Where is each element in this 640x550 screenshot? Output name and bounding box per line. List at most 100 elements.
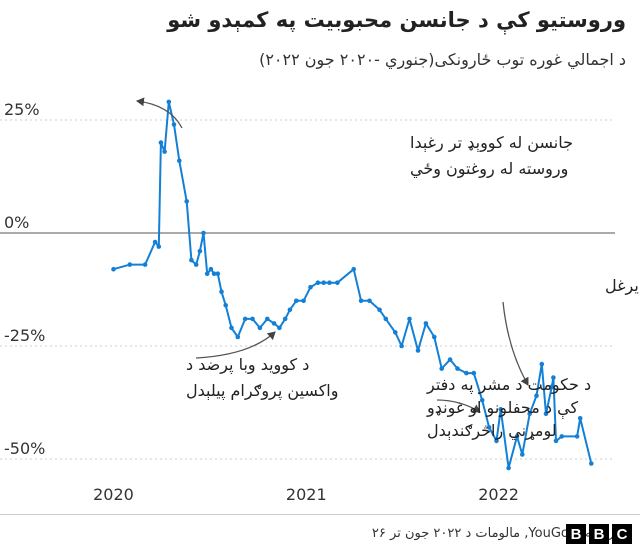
data-point [455,366,460,371]
annotation-label: پر روسیه د اوکراایین یرغل [605,276,640,296]
data-point [551,375,556,380]
annotation-label: د کووید وبا پرضد د [186,355,309,375]
data-point [520,452,525,457]
data-point [287,307,293,313]
logo-letter: B [589,524,609,544]
data-point [223,303,228,308]
data-point [211,271,217,277]
data-point [158,140,164,145]
data-point [514,434,520,439]
annotation-label: د حکومت د مشر په دفتر [426,375,591,395]
data-point [177,158,182,163]
data-point [577,416,583,421]
y-tick-label: -25% [4,326,45,345]
annotation-label: وروسته له روغتون وځي [410,159,568,179]
data-point [321,280,327,286]
data-point [534,393,539,399]
data-point [315,280,321,286]
data-point [574,434,580,439]
data-point [277,325,282,331]
y-tick-label: 25% [4,100,40,119]
data-point [219,289,224,295]
data-point [193,262,199,267]
data-point [184,199,189,204]
source-note: سرچینه: YouGov, مالومات د ۲۰۲۲ جون تر ۲۶ [371,526,626,541]
data-point [543,411,549,417]
data-point [479,397,485,403]
data-point [208,266,214,272]
data-point [549,384,555,390]
data-point [559,434,565,439]
logo-letter: B [566,524,586,544]
line-chart: جانسن له کووېډ تر رغېدا وروسته له روغتون … [0,97,640,504]
data-point [197,248,203,254]
footer-divider [0,514,640,515]
y-tick-label: 0% [4,213,29,232]
chart-title: وروستيو کې د جانسن محبوبيت په کمېدو شو [167,8,626,32]
data-point [282,316,288,322]
data-point [506,465,511,471]
data-point [471,370,477,376]
data-point [494,438,499,444]
data-point [464,370,469,376]
data-point [393,330,398,335]
data-point [257,325,263,331]
data-point [367,298,372,304]
data-point [204,271,210,277]
data-point [235,334,241,340]
data-point [423,321,429,326]
data-point [399,343,404,349]
annotation-label: لومړني راڅرګندېدل [427,421,557,441]
x-tick-label: 2021 [286,485,327,504]
x-tick-label: 2022 [478,485,519,504]
annotation-label: کې د محفلونو او غونډو [426,398,578,420]
data-point [201,230,206,236]
data-point [351,266,357,272]
data-point [242,316,248,322]
data-point [447,357,453,362]
data-point [486,425,492,430]
annotation-label: جانسن له کووېډ تر رغېدا [410,133,573,153]
y-tick-label: -50% [4,439,45,458]
data-point [166,99,172,105]
data-point [294,298,299,304]
x-tick-label: 2020 [93,485,134,504]
data-point [127,262,133,267]
data-point [142,262,148,267]
data-point [308,284,313,290]
data-point [301,298,306,304]
data-point [215,271,221,277]
annotation-arrow [436,399,481,413]
data-point [415,348,421,353]
data-point [498,407,504,412]
data-point [162,149,167,154]
data-point [358,298,364,304]
data-point [229,325,234,331]
data-point [539,361,545,367]
annotation-arrow [502,301,529,386]
data-point [407,316,412,322]
data-point [383,316,389,322]
annotation-arrow [136,97,183,129]
data-point [335,280,340,286]
annotation-arrow [195,331,276,359]
data-point [171,122,177,127]
data-point [527,411,532,417]
data-point [327,280,332,286]
data-point [156,244,162,249]
data-point [432,334,437,340]
data-point [152,239,158,245]
annotation-label: واکسین پروګرام پیلېدل [186,381,338,401]
data-point [377,307,382,313]
data-point [553,438,559,444]
bbc-logo: B B C [566,524,632,544]
data-point [265,316,270,322]
data-point [589,461,594,466]
data-point [250,316,255,322]
data-point [439,366,445,371]
data-point [189,257,194,263]
logo-letter: C [612,524,632,544]
data-point [271,321,277,326]
chart-subtitle: د اجمالي غوره توب ځارونکی(جنوري -۲۰۲۰ جو… [259,50,626,69]
